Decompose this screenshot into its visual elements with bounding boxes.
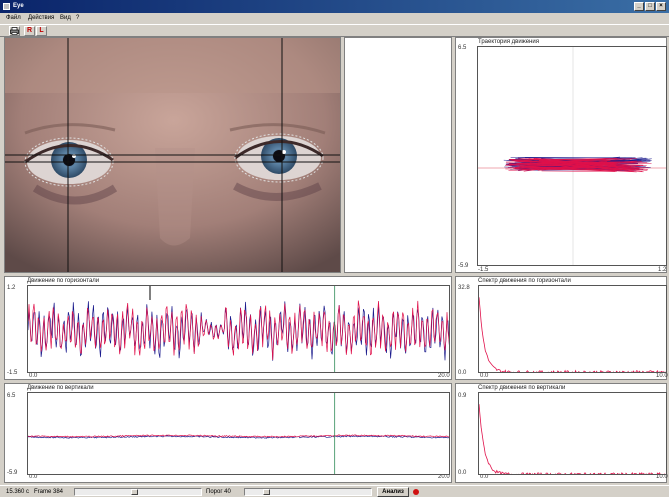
menu-bar: Файл Действия Вид ? <box>0 13 669 24</box>
video-frame[interactable] <box>4 37 341 273</box>
spectrum-h-plot <box>479 297 666 372</box>
horizontal-panel: Движение по горизонтали 1.2 -1.5 0.0 20.… <box>4 276 452 380</box>
spectrum-v-y-max: 0.9 <box>458 393 467 399</box>
spectrum-h-title: Спектр движения по горизонтали <box>478 278 571 284</box>
horizontal-series-red <box>28 300 449 361</box>
blank-panel <box>344 37 452 273</box>
record-indicator <box>413 489 419 495</box>
trajectory-plot <box>478 47 666 265</box>
vertical-y-min: -5.9 <box>7 470 18 476</box>
trajectory-series-red <box>504 157 652 173</box>
vertical-series-red <box>28 434 449 438</box>
menu-actions[interactable]: Действия <box>28 15 55 21</box>
trajectory-segment <box>532 159 611 164</box>
analyze-button[interactable]: Анализ <box>377 487 409 497</box>
window-title: Eye <box>13 3 24 9</box>
horizontal-x-max: 20.0 <box>438 373 450 379</box>
workspace: Траектория движения 6.5 -5.9 -1.5 1.2 Дв… <box>4 37 668 483</box>
trajectory-y-max: 6.5 <box>458 45 467 51</box>
spectrum-v-plot <box>479 404 666 474</box>
menu-view[interactable]: Вид <box>60 15 71 21</box>
trajectory-y-min: -5.9 <box>458 263 469 269</box>
trajectory-segment <box>516 163 606 168</box>
spectrum-v-y-min: 0.0 <box>458 470 467 476</box>
spectrum-v-x-min: 0.0 <box>480 474 489 480</box>
vertical-title: Движение по вертикали <box>27 385 94 391</box>
vertical-panel: Движение по вертикали 6.5 -5.9 0.0 20.0 <box>4 383 452 483</box>
maximize-button[interactable]: □ <box>645 2 655 11</box>
trajectory-segment <box>519 162 614 168</box>
time-readout: 15.360 с <box>6 489 30 495</box>
spectrum-h-x-min: 0.0 <box>480 373 489 379</box>
toolbar: R L <box>0 24 669 37</box>
vertical-series-blue <box>28 435 449 439</box>
close-button[interactable]: × <box>656 2 666 11</box>
trajectory-segment <box>541 158 608 163</box>
trajectory-title: Траектория движения <box>478 39 539 45</box>
title-bar: Eye _ □ × <box>0 0 669 13</box>
print-button[interactable] <box>9 26 20 36</box>
eye-video-image <box>5 38 340 272</box>
frame-slider-thumb[interactable] <box>130 489 138 495</box>
trajectory-segment <box>513 157 618 161</box>
vertical-x-max: 20.0 <box>438 474 450 480</box>
minimize-button[interactable]: _ <box>634 2 644 11</box>
horizontal-x-min: 0.0 <box>29 373 38 379</box>
spectrum-v-panel: Спектр движения по вертикали 0.9 0.0 0.0… <box>455 383 668 483</box>
vertical-plot <box>28 393 449 474</box>
frame-slider[interactable] <box>74 488 202 496</box>
spectrum-h-panel: Спектр движения по горизонтали 32.8 0.0 … <box>455 276 668 380</box>
trajectory-x-max: 1.2 <box>658 267 667 273</box>
printer-icon <box>10 27 19 35</box>
spectrum-v-series <box>479 404 666 474</box>
left-eye-button[interactable]: L <box>36 26 47 36</box>
spectrum-h-y-min: 0.0 <box>458 370 467 376</box>
spectrum-v-x-max: 10.0 <box>656 474 668 480</box>
trajectory-segment <box>534 158 617 167</box>
app-icon <box>3 3 10 10</box>
spectrum-v-title: Спектр движения по вертикали <box>478 385 566 391</box>
horizontal-plot <box>28 286 449 372</box>
spectrum-h-series <box>479 297 666 372</box>
spectrum-h-y-max: 32.8 <box>458 285 470 291</box>
threshold-readout: Порог 40 <box>206 489 231 495</box>
spectrum-h-x-max: 10.0 <box>656 373 668 379</box>
vertical-y-max: 6.5 <box>7 393 16 399</box>
right-eye-button[interactable]: R <box>24 26 35 36</box>
menu-file[interactable]: Файл <box>6 15 21 21</box>
frame-readout: Frame 384 <box>34 489 64 495</box>
threshold-slider-thumb[interactable] <box>262 489 270 495</box>
menu-help[interactable]: ? <box>76 15 80 21</box>
status-bar: 15.360 с Frame 384 Порог 40 Анализ <box>0 485 669 497</box>
horizontal-title: Движение по горизонтали <box>27 278 100 284</box>
vertical-x-min: 0.0 <box>29 474 38 480</box>
horizontal-y-min: -1.5 <box>7 370 18 376</box>
trajectory-segment <box>541 170 616 172</box>
threshold-slider[interactable] <box>244 488 372 496</box>
trajectory-x-min: -1.5 <box>478 267 489 273</box>
horizontal-y-max: 1.2 <box>7 285 16 291</box>
trajectory-panel: Траектория движения 6.5 -5.9 -1.5 1.2 <box>455 37 667 273</box>
